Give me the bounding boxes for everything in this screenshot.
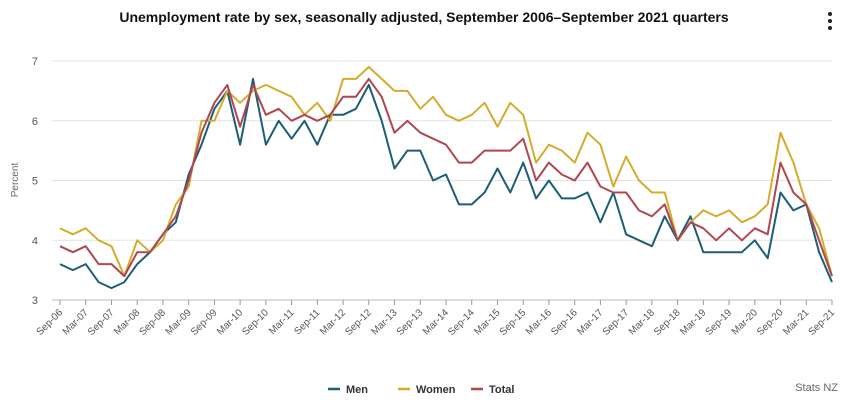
x-tick-label: Sep-18 (652, 307, 683, 338)
legend-item-women[interactable]: Women (398, 384, 456, 396)
y-axis-label: Percent (10, 163, 21, 198)
x-tick-label: Mar-19 (678, 307, 708, 337)
x-tick-label: Sep-10 (240, 307, 271, 338)
x-tick-label: Mar-21 (781, 307, 811, 337)
y-tick-label: 4 (32, 235, 38, 247)
x-tick-label: Mar-20 (730, 307, 760, 337)
gridlines (52, 60, 832, 301)
y-tick-label: 3 (32, 295, 38, 307)
x-tick-label: Mar-16 (524, 307, 554, 337)
x-tick-label: Mar-10 (215, 307, 245, 337)
y-axis-ticks: 3 4 5 6 7 (32, 56, 38, 307)
x-tick-label: Mar-15 (472, 307, 502, 337)
x-tick-label: Sep-11 (292, 307, 322, 337)
x-tick-label: Sep-07 (86, 307, 117, 338)
x-tick-label: Sep-16 (549, 307, 580, 338)
x-tick-label: Sep-15 (498, 307, 529, 338)
legend-label: Men (346, 384, 368, 396)
series-line-women (59, 66, 833, 278)
x-tick-label: Mar-09 (164, 307, 194, 337)
x-tick-label: Mar-12 (318, 307, 348, 337)
x-tick-label: Mar-18 (627, 307, 657, 337)
x-tick-label: Mar-11 (267, 307, 297, 337)
y-tick-label: 7 (32, 56, 38, 68)
x-tick-label: Sep-06 (35, 307, 66, 338)
x-tick-label: Sep-14 (446, 307, 477, 338)
legend-item-total[interactable]: Total (471, 384, 514, 396)
chart-title: Unemployment rate by sex, seasonally adj… (119, 9, 729, 25)
legend-label: Women (416, 384, 456, 396)
kebab-menu-icon[interactable] (826, 12, 834, 32)
series-line-men (59, 77, 833, 290)
x-tick-label: Mar-08 (112, 307, 142, 337)
legend-label: Total (489, 384, 514, 396)
x-tick-label: Mar-14 (421, 307, 451, 337)
x-tick-label: Sep-08 (137, 307, 168, 338)
legend: Men Women Total (328, 384, 514, 396)
x-tick-label: Sep-20 (755, 307, 786, 338)
x-tick-label: Sep-12 (343, 307, 374, 338)
y-tick-label: 5 (32, 176, 38, 188)
legend-item-men[interactable]: Men (328, 384, 368, 396)
x-tick-label: Sep-17 (601, 307, 632, 338)
x-tick-label: Sep-13 (395, 307, 426, 338)
source-label: Stats NZ (795, 382, 838, 394)
series-line-total (59, 77, 833, 278)
series-lines (59, 66, 833, 290)
x-tick-label: Sep-19 (704, 307, 735, 338)
x-axis: Sep-06Mar-07Sep-07Mar-08Sep-08Mar-09Sep-… (35, 300, 838, 338)
x-tick-label: Sep-09 (189, 307, 220, 338)
x-tick-label: Mar-13 (369, 307, 399, 337)
x-tick-label: Mar-07 (61, 307, 91, 337)
y-tick-label: 6 (32, 116, 38, 128)
x-tick-label: Mar-17 (575, 307, 605, 337)
x-tick-label: Sep-21 (807, 307, 838, 338)
